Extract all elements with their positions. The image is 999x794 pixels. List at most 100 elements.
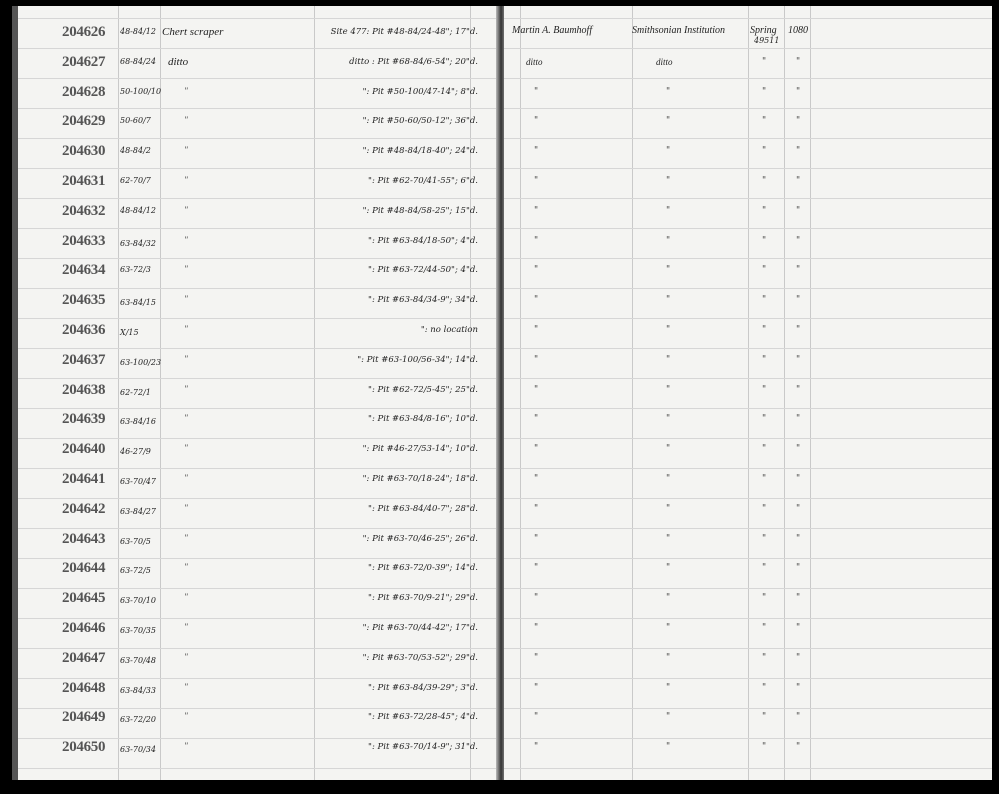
row-rule [504,588,992,589]
description: ": Pit #63-72/0-39"; 14"d. [368,563,478,574]
donor-ditto: " [666,325,671,335]
donor-ditto: " [666,265,671,276]
accession-number-ditto: " [796,295,801,306]
description: ": Pit #63-70/14-9"; 31"d. [368,742,478,753]
column-rule [632,6,633,780]
how-acquired-ditto: " [762,444,767,455]
description: ": Pit #62-70/41-55"; 6"d. [368,176,478,186]
how-acquired-ditto: " [762,205,767,216]
row-rule [18,498,504,499]
catalog-number: 204629 [62,113,106,130]
row-rule [18,78,504,79]
description: ": Pit #48-84/18-40"; 24"d. [362,146,478,157]
how-acquired-ditto: " [762,325,767,335]
how-acquired-ditto: " [762,146,767,157]
catalog-number: 204628 [62,83,106,100]
catalog-number: 204648 [62,679,106,696]
row-rule [18,408,504,409]
collector: ditto [526,56,543,67]
collector-ditto: " [534,474,539,484]
object-name: " [184,502,188,513]
description: ": Pit #63-100/56-34"; 14"d. [357,354,478,365]
description: ": Pit #63-84/40-7"; 28"d. [368,503,478,514]
donor-ditto: " [666,116,671,127]
object-name: " [184,175,188,185]
row-rule [18,348,504,349]
how-acquired-ditto: " [762,265,767,276]
row-rule [18,738,504,739]
locality: 63-70/35 [120,626,156,635]
description: ": Pit #62-72/5-45"; 25"d. [368,384,478,395]
row-rule [18,18,504,19]
object-name: " [184,741,188,752]
description: ": Pit #63-70/9-21"; 29"d. [368,593,478,604]
locality: 63-70/10 [120,596,156,606]
how-acquired-ditto: " [762,533,767,544]
description: ": Pit #63-72/44-50"; 4"d. [368,265,478,276]
catalog-number: 204640 [62,441,106,458]
object-name: Chert scraper [162,26,224,38]
row-rule [18,138,504,139]
row-rule [18,228,504,229]
how-acquired-ditto: " [762,116,767,127]
catalog-number: 204636 [62,322,106,338]
locality: 68-84/24 [120,56,156,66]
locality: 63-84/32 [120,238,156,248]
accession-number-ditto: " [796,682,801,693]
donor-ditto: " [666,623,671,633]
catalog-number: 204641 [62,471,106,487]
row-rule [504,438,992,439]
catalog-number: 204630 [62,143,106,160]
collector-ditto: " [534,682,539,693]
catalog-number: 204642 [62,500,106,517]
row-rule [504,618,992,619]
accession-number-ditto: " [796,205,801,216]
catalog-number: 204638 [62,381,106,398]
locality: 63-70/34 [120,745,156,755]
row-rule [504,138,992,139]
row-rule [504,768,992,769]
column-rule [520,6,521,780]
locality: 63-72/5 [120,566,151,576]
donor-ditto: " [666,414,671,425]
row-rule [504,318,992,319]
accession-number-ditto: " [796,146,801,157]
object-name: " [184,562,188,573]
row-rule [504,468,992,469]
locality: 62-72/1 [120,387,151,397]
donor-ditto: " [666,474,671,484]
object-name: " [184,294,188,305]
how-acquired-ditto: " [762,652,767,663]
description: ": Pit #46-27/53-14"; 10"d. [362,444,478,455]
catalog-number: 204650 [62,739,106,756]
row-rule [18,258,504,259]
collector-ditto: " [534,652,539,663]
accession-number-ditto: " [796,444,801,455]
description: ": Pit #63-70/46-25"; 26"d. [362,533,478,544]
description: ": Pit #50-60/50-12"; 36"d. [362,116,478,127]
object-name: " [184,592,188,603]
how-acquired-ditto: " [762,86,767,97]
collector-ditto: " [534,414,539,425]
row-rule [18,288,504,289]
how-acquired-ditto: " [762,295,767,306]
locality: 46-27/9 [120,447,151,457]
donor-ditto: " [666,652,671,663]
column-rule [314,6,315,780]
row-rule [504,78,992,79]
description: Site 477: Pit #48-84/24-48"; 17"d. [330,27,478,37]
row-rule [504,498,992,499]
row-rule [18,528,504,529]
row-rule [504,558,992,559]
donor-ditto: " [666,563,671,574]
donor-ditto: " [666,742,671,753]
row-rule [18,438,504,439]
collector-ditto: " [534,265,539,276]
ledger-right-page: Martin A. Baumhoff Smithsonian Institutio… [504,6,992,780]
locality: 63-84/27 [120,506,156,516]
locality: 63-70/5 [120,536,151,546]
description: ": Pit #63-72/28-45"; 4"d. [368,712,478,723]
row-rule [18,108,504,109]
how-acquired-ditto: " [762,623,767,633]
catalog-number: 204637 [62,351,106,368]
